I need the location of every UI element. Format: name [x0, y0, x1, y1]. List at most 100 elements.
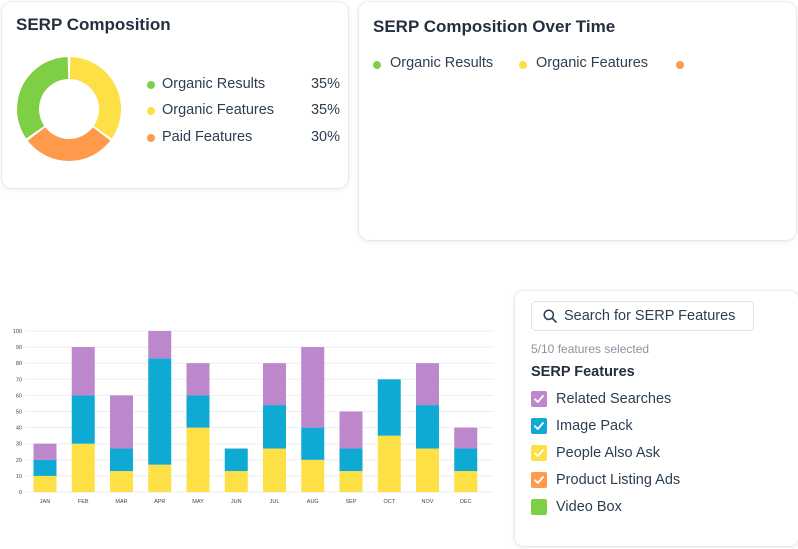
- composition-legend-item[interactable]: Organic Results 35%: [144, 75, 340, 95]
- feature-checkbox-related-searches[interactable]: Related Searches: [531, 391, 771, 409]
- serp-features-panel: Search for SERP Features 5/10 features s…: [515, 291, 798, 546]
- y-tick-label: 20: [16, 458, 22, 464]
- legend-percent: 30%: [310, 129, 340, 145]
- checkbox[interactable]: [531, 472, 547, 488]
- legend-dot: [519, 61, 527, 69]
- checkbox[interactable]: [531, 499, 547, 515]
- serp-composition-over-time-card: SERP Composition Over Time Organic Resul…: [359, 2, 796, 240]
- selected-count-text: 5/10 features selected: [531, 342, 650, 356]
- feature-label: Video Box: [556, 499, 622, 515]
- donut-slice-paid-features: [27, 127, 111, 161]
- bar-segment-dec: [454, 448, 478, 472]
- legend-label: Organic Results: [390, 55, 494, 71]
- chart-bars: [33, 331, 478, 492]
- bar-segment-aug: [301, 347, 325, 428]
- bar-segment-dec: [454, 471, 478, 492]
- legend-dot: [373, 61, 381, 69]
- search-icon: [543, 309, 557, 328]
- feature-label: Image Pack: [556, 418, 633, 434]
- checkbox[interactable]: [531, 445, 547, 461]
- bar-segment-oct: [377, 435, 401, 492]
- feature-label: Related Searches: [556, 391, 672, 407]
- x-tick-label: MAY: [192, 499, 204, 505]
- bar-segment-mar: [110, 448, 133, 472]
- serp-features-heading: SERP Features: [531, 364, 635, 380]
- x-tick-label: SEP: [345, 499, 356, 505]
- bar-segment-sep: [339, 411, 363, 449]
- bar-segment-nov: [416, 363, 439, 406]
- bar-segment-jun: [224, 448, 248, 472]
- bar-segment-oct: [377, 379, 401, 436]
- bar-segment-jul: [263, 448, 286, 492]
- serp-features-search-input[interactable]: Search for SERP Features: [531, 301, 754, 331]
- legend-label: Organic Features: [536, 55, 649, 71]
- y-tick-label: 40: [16, 426, 22, 432]
- legend-percent: 35%: [310, 76, 340, 92]
- y-tick-label: 10: [16, 474, 22, 480]
- y-tick-label: 50: [16, 410, 22, 416]
- checkmark-icon: [534, 395, 544, 403]
- bar-segment-apr: [148, 358, 172, 465]
- feature-checkbox-image-pack[interactable]: Image Pack: [531, 418, 771, 436]
- legend-dot: [147, 81, 155, 89]
- composition-legend-item[interactable]: Organic Features 35%: [144, 101, 340, 121]
- search-placeholder: Search for SERP Features: [564, 308, 736, 324]
- bar-segment-nov: [416, 405, 439, 449]
- serp-over-time-title: SERP Composition Over Time: [373, 17, 616, 36]
- bar-segment-aug: [301, 427, 325, 460]
- x-tick-label: JUN: [231, 499, 242, 505]
- bar-segment-apr: [148, 464, 172, 492]
- checkmark-icon: [534, 422, 544, 430]
- y-tick-label: 80: [16, 361, 22, 367]
- y-tick-label: 0: [19, 490, 22, 496]
- legend-dot: [676, 61, 684, 69]
- chart-ticks: 0 10 20 30 40 50 60 70 80 90 100 JAN FEB MAR APR MAY JUN…: [13, 329, 472, 505]
- y-tick-label: 90: [16, 345, 22, 351]
- y-tick-label: 60: [16, 393, 22, 399]
- y-tick-label: 100: [13, 329, 22, 335]
- feature-label: People Also Ask: [556, 445, 660, 461]
- serp-features-bar-chart: 0 10 20 30 40 50 60 70 80 90 100 JAN FEB MAR APR MAY JUN…: [13, 329, 494, 505]
- checkbox[interactable]: [531, 418, 547, 434]
- checkmark-icon: [534, 449, 544, 457]
- bar-segment-mar: [110, 471, 133, 492]
- bar-segment-feb: [71, 443, 95, 492]
- x-tick-label: JAN: [40, 499, 50, 505]
- legend-label: Paid Features: [162, 129, 253, 145]
- x-tick-label: OCT: [383, 499, 395, 505]
- legend-dot: [147, 107, 155, 115]
- x-tick-label: FEB: [78, 499, 89, 505]
- donut-slice-organic-features: [69, 57, 122, 139]
- serp-composition-card: SERP Composition Organic Results 35% Org…: [2, 2, 348, 188]
- legend-dot: [147, 134, 155, 142]
- feature-checkbox-product-listing-ads[interactable]: Product Listing Ads: [531, 472, 771, 490]
- bar-segment-may: [186, 427, 210, 492]
- x-tick-label: AUG: [307, 499, 319, 505]
- bar-segment-apr: [148, 331, 172, 359]
- bar-segment-jan: [33, 459, 57, 476]
- x-tick-label: APR: [154, 499, 165, 505]
- bar-segment-feb: [71, 395, 95, 444]
- bar-segment-feb: [71, 347, 95, 396]
- x-tick-label: JUL: [270, 499, 280, 505]
- bar-segment-jan: [33, 443, 57, 460]
- checkmark-icon: [534, 476, 544, 484]
- legend-label: Organic Results: [162, 76, 266, 92]
- bar-segment-sep: [339, 471, 363, 492]
- y-tick-label: 30: [16, 442, 22, 448]
- checkbox[interactable]: [531, 391, 547, 407]
- bar-segment-jun: [224, 471, 248, 492]
- x-tick-label: MAR: [115, 499, 127, 505]
- chart-grid: [25, 330, 494, 493]
- serp-composition-title: SERP Composition: [16, 15, 171, 34]
- bar-segment-sep: [339, 448, 363, 472]
- x-tick-label: NOV: [422, 499, 434, 505]
- legend-label: Organic Features: [162, 102, 275, 118]
- legend-percent: 35%: [310, 102, 340, 118]
- feature-checkbox-people-also-ask[interactable]: People Also Ask: [531, 445, 771, 463]
- bar-segment-jul: [263, 405, 286, 449]
- bar-segment-mar: [110, 395, 133, 449]
- bar-segment-jan: [33, 475, 57, 492]
- feature-checkbox-video-box[interactable]: Video Box: [531, 499, 771, 517]
- composition-legend-item[interactable]: Paid Features 30%: [144, 128, 340, 148]
